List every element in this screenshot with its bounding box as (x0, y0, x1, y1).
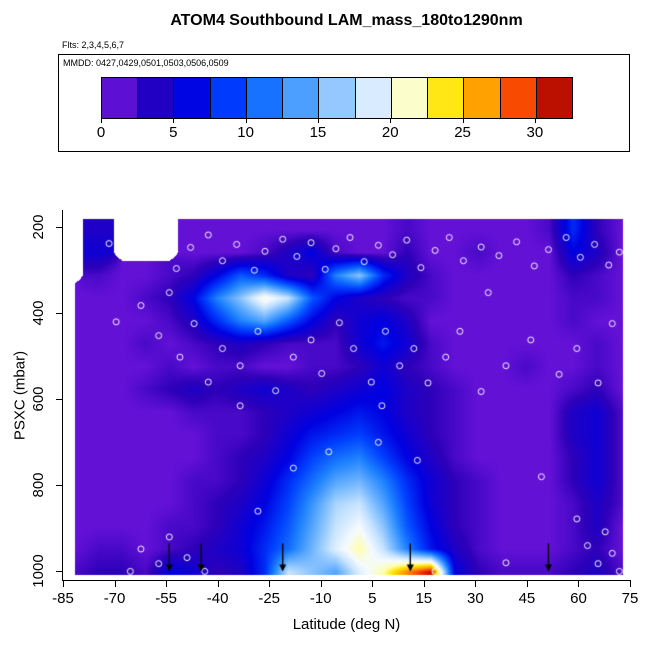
y-tick-mark (56, 399, 62, 401)
colorbar-tick-mark (245, 118, 247, 123)
colorbar-segment (536, 78, 573, 118)
colorbar-segment (464, 78, 501, 118)
colorbar (101, 77, 573, 119)
x-tick-label: -25 (258, 590, 281, 607)
colorbar-tick-mark (534, 118, 536, 123)
y-tick-label: 800 (30, 472, 47, 498)
colorbar-segment (138, 78, 175, 118)
x-tick-label: -55 (155, 590, 177, 607)
colorbar-segment (500, 78, 537, 118)
colorbar-tick-label: 25 (454, 124, 471, 141)
colorbar-tick-mark (390, 118, 392, 123)
flights-label: Flts: 2,3,4,5,6,7 (62, 40, 125, 50)
colorbar-segment (319, 78, 356, 118)
colorbar-segment (210, 78, 247, 118)
x-tick-mark (372, 581, 374, 587)
x-tick-label: 45 (518, 590, 536, 607)
colorbar-segment (174, 78, 211, 118)
x-tick-label: 15 (415, 590, 433, 607)
x-tick-label: -70 (103, 590, 126, 607)
y-tick-mark (56, 485, 62, 487)
mmdd-label: MMDD: 0427,0429,0501,0503,0506,0509 (63, 58, 229, 68)
colorbar-tick-mark (173, 118, 175, 123)
colorbar-tick-mark (101, 118, 102, 123)
colorbar-tick-label: 15 (309, 124, 327, 141)
y-tick-label: 1000 (30, 554, 47, 589)
x-tick-label: -85 (52, 590, 74, 607)
colorbar-tick-label: 30 (526, 124, 544, 141)
x-tick-label: 5 (368, 590, 377, 607)
colorbar-tick-mark (462, 118, 464, 123)
y-tick-mark (56, 227, 62, 229)
x-tick-label: 75 (621, 590, 639, 607)
y-tick-label: 600 (30, 386, 47, 412)
y-tick-label: 400 (30, 300, 47, 326)
colorbar-tick-label: 10 (237, 124, 254, 141)
colorbar-tick-label: 0 (96, 124, 106, 141)
colorbar-tick-label: 5 (169, 124, 178, 141)
x-tick-mark (114, 581, 116, 587)
y-tick-mark (56, 313, 62, 315)
x-axis-label: Latitude (deg N) (292, 616, 401, 633)
y-tick-mark (56, 571, 62, 573)
x-tick-mark (63, 581, 64, 587)
colorbar-segment (391, 78, 429, 118)
x-tick-label: 30 (467, 590, 484, 607)
colorbar-segment (246, 78, 284, 118)
x-tick-mark (320, 581, 322, 587)
plot-title: ATOM4 Southbound LAM_mass_180to1290nm (170, 12, 523, 29)
colorbar-segment (428, 78, 465, 118)
y-tick-label: 200 (30, 214, 47, 240)
legend-box: MMDD: 0427,0429,0501,0503,0506,0509 0 5 10… (58, 54, 630, 152)
x-tick-mark (423, 581, 425, 587)
colorbar-segment (355, 78, 392, 118)
y-axis-line (62, 210, 63, 581)
x-tick-mark (217, 581, 219, 587)
x-tick-mark (578, 581, 580, 587)
x-tick-mark (475, 581, 477, 587)
colorbar-tick-mark (317, 118, 319, 123)
x-tick-label: 60 (570, 590, 587, 607)
x-tick-mark (269, 581, 271, 587)
x-tick-label: -40 (206, 590, 229, 607)
x-tick-mark (526, 581, 528, 587)
heatmap-canvas (63, 210, 630, 580)
x-axis-line (63, 580, 631, 581)
colorbar-segment (102, 78, 139, 118)
x-tick-mark (166, 581, 168, 587)
x-tick-mark (630, 581, 631, 587)
x-tick-label: -10 (309, 590, 332, 607)
y-axis-label: PSXC (mbar) (11, 350, 29, 441)
colorbar-segment (283, 78, 320, 118)
colorbar-tick-label: 20 (381, 124, 399, 141)
